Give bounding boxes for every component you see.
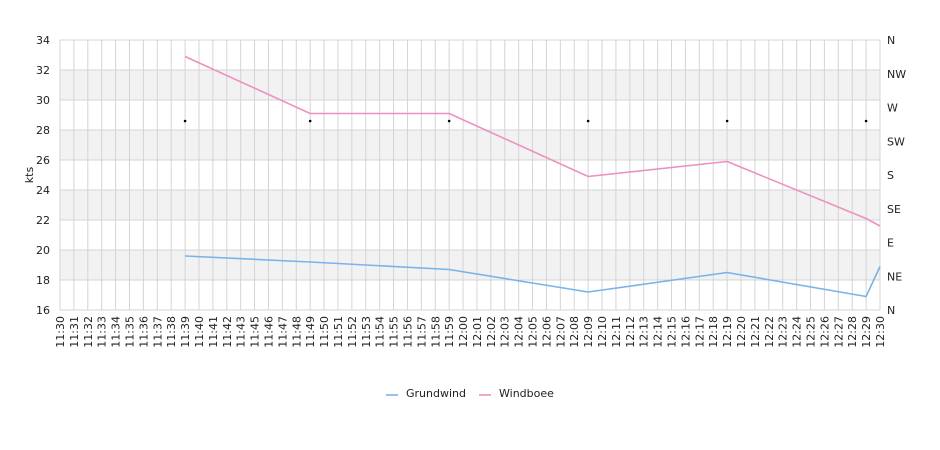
x-tick-label: 12:26 [818, 316, 831, 348]
x-tick-label: 12:13 [638, 316, 651, 348]
x-tick-label: 12:05 [527, 316, 540, 348]
x-tick-label: 11:38 [165, 316, 178, 348]
x-tick-label: 11:42 [221, 316, 234, 348]
x-tick-label: 11:31 [68, 316, 81, 348]
x-tick-label: 12:01 [471, 316, 484, 348]
x-tick-label: 11:50 [318, 316, 331, 348]
x-tick-label: 12:10 [596, 316, 609, 348]
y-tick-label: 20 [36, 244, 50, 257]
x-tick-label: 11:51 [332, 316, 345, 348]
x-tick-label: 12:18 [707, 316, 720, 348]
x-tick-label: 11:40 [193, 316, 206, 348]
y-tick-label: 26 [36, 154, 50, 167]
x-tick-label: 12:24 [791, 316, 804, 348]
direction-tick-label: E [887, 237, 894, 250]
x-tick-label: 11:55 [388, 316, 401, 348]
series-line-windboee [184, 55, 881, 227]
x-tick-label: 11:58 [429, 316, 442, 348]
x-tick-label: 12:00 [457, 316, 470, 348]
y-tick-label: 32 [36, 64, 50, 77]
x-tick-label: 12:07 [554, 316, 567, 348]
x-tick-label: 11:34 [110, 316, 123, 348]
x-tick-label: 11:49 [304, 316, 317, 348]
direction-marker [725, 119, 729, 123]
legend-label-windboee: Windboee [499, 387, 554, 400]
direction-marker [864, 119, 868, 123]
x-tick-label: 11:57 [415, 316, 428, 348]
x-tick-label: 12:06 [540, 316, 553, 348]
x-tick-label: 12:17 [693, 316, 706, 348]
direction-tick-label: NW [887, 68, 906, 81]
y-tick-label: 30 [36, 94, 50, 107]
x-tick-label: 12:09 [582, 316, 595, 348]
y-tick-label: 34 [36, 34, 50, 47]
x-tick-label: 11:48 [290, 316, 303, 348]
x-tick-label: 12:15 [666, 316, 679, 348]
x-tick-label: 12:11 [610, 316, 623, 348]
grid-band [60, 70, 880, 100]
x-tick-label: 12:08 [568, 316, 581, 348]
x-tick-label: 12:28 [846, 316, 859, 348]
x-tick-label: 12:03 [499, 316, 512, 348]
x-tick-label: 12:25 [805, 316, 818, 348]
y-tick-label: 28 [36, 124, 50, 137]
y-tick-label: 16 [36, 304, 50, 317]
x-tick-label: 11:53 [360, 316, 373, 348]
x-tick-label: 11:46 [262, 316, 275, 348]
x-tick-label: 11:54 [374, 316, 387, 348]
direction-marker [586, 119, 590, 123]
x-tick-label: 11:59 [443, 316, 456, 348]
x-tick-label: 12:02 [485, 316, 498, 348]
legend-label-grundwind: Grundwind [406, 387, 466, 400]
x-tick-label: 11:45 [249, 316, 262, 348]
direction-tick-label: SW [887, 135, 905, 148]
direction-tick-label: N [887, 34, 895, 47]
x-tick-label: 11:33 [96, 316, 109, 348]
y-tick-label: 24 [36, 184, 50, 197]
x-tick-label: 11:37 [151, 316, 164, 348]
x-tick-label: 12:29 [860, 316, 873, 348]
y-axis-label: kts [23, 167, 36, 184]
x-tick-label: 11:52 [346, 316, 359, 348]
direction-marker [308, 119, 312, 123]
direction-tick-label: NE [887, 270, 902, 283]
x-tick-label: 12:14 [652, 316, 665, 348]
x-tick-label: 11:32 [82, 316, 95, 348]
direction-tick-label: W [887, 102, 898, 115]
x-tick-label: 12:27 [832, 316, 845, 348]
x-tick-label: 11:36 [137, 316, 150, 348]
y-tick-label: 22 [36, 214, 50, 227]
direction-tick-label: SE [887, 203, 901, 216]
x-tick-label: 11:56 [401, 316, 414, 348]
x-tick-label: 12:21 [749, 316, 762, 348]
grid-band [60, 250, 880, 280]
grid-band [60, 190, 880, 220]
direction-tick-label: S [887, 169, 894, 182]
y-tick-label: 18 [36, 274, 50, 287]
direction-marker [447, 119, 451, 123]
x-tick-label: 11:30 [54, 316, 67, 348]
series-line-grundwind [185, 255, 881, 298]
x-tick-label: 12:12 [624, 316, 637, 348]
x-tick-label: 12:22 [763, 316, 776, 348]
x-tick-label: 12:19 [721, 316, 734, 348]
x-tick-label: 12:04 [513, 316, 526, 348]
x-tick-label: 12:23 [777, 316, 790, 348]
grid-band [60, 130, 880, 160]
direction-tick-label: N [887, 304, 895, 317]
x-tick-label: 12:16 [679, 316, 692, 348]
x-tick-label: 11:39 [179, 316, 192, 348]
x-tick-label: 11:43 [235, 316, 248, 348]
x-tick-label: 12:30 [874, 316, 887, 348]
x-tick-label: 11:35 [123, 316, 136, 348]
x-tick-label: 11:47 [276, 316, 289, 348]
x-tick-label: 11:41 [207, 316, 220, 348]
x-tick-label: 12:20 [735, 316, 748, 348]
direction-marker [183, 119, 187, 123]
